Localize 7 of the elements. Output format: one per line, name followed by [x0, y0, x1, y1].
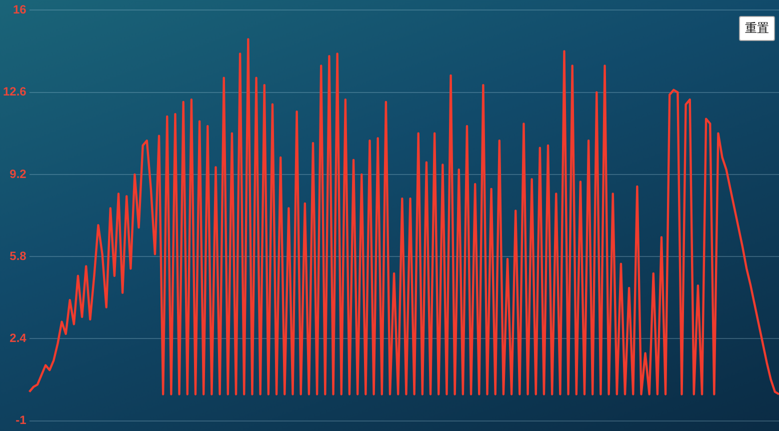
y-tick-label: 5.8 — [10, 248, 27, 263]
y-tick-label: -1 — [16, 413, 27, 428]
y-tick-label: 16 — [12, 2, 27, 17]
annotation: 重置 — [739, 16, 775, 41]
y-tick-label: 9.2 — [10, 166, 27, 181]
y-tick-label: 12.6 — [2, 84, 27, 99]
y-tick-label: 2.4 — [10, 330, 27, 345]
